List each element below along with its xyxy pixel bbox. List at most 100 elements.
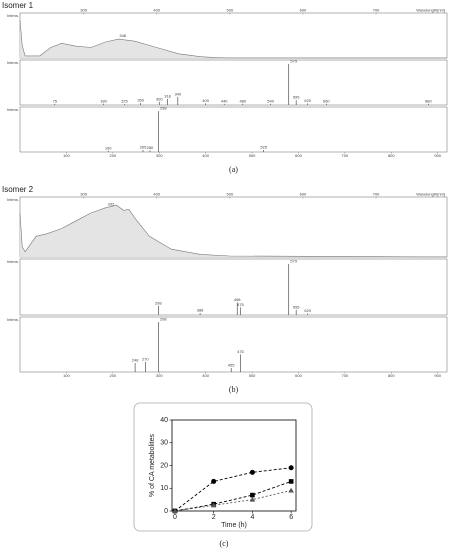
x-tick-label: 200	[109, 153, 116, 158]
x-tick-label: 600	[295, 153, 302, 158]
peak-label: 595	[293, 304, 300, 309]
peak-label: 298	[155, 300, 162, 305]
x-tick-label: 6	[289, 514, 293, 521]
caption: (a)	[229, 165, 238, 174]
x-axis-label: Wavelength[nm]	[416, 8, 445, 13]
x-tick-label: 400	[153, 192, 160, 197]
x-tick-label: 900	[434, 373, 441, 378]
x-tick-label: 800	[388, 373, 395, 378]
peak-label: 525	[260, 145, 267, 150]
peak-label: 280	[147, 145, 154, 150]
peak-label: 540	[267, 98, 274, 103]
x-tick-label: 100	[63, 153, 70, 158]
x-tick-label: 600	[295, 373, 302, 378]
x-axis-label: Time (h)	[221, 522, 247, 529]
y-axis-label: % of CA metabolites	[149, 433, 156, 497]
peak-label: 180	[100, 98, 107, 103]
plot-frame	[19, 59, 448, 106]
peak-label: 248	[132, 358, 139, 363]
caption: (b)	[229, 385, 239, 394]
peak-label: 225	[121, 99, 128, 104]
y-tick-label: 0	[164, 508, 168, 515]
marker	[288, 479, 294, 484]
x-tick-label: 400	[153, 8, 160, 13]
x-tick-label: 300	[156, 373, 163, 378]
peak-label: 455	[228, 363, 235, 368]
peak-label: 620	[304, 98, 311, 103]
panel-title: Isomer 1	[2, 1, 34, 10]
marker	[288, 465, 294, 471]
plot-frame	[19, 106, 448, 153]
x-tick-label: 200	[109, 373, 116, 378]
y-axis-label: Intens.	[7, 197, 19, 202]
peak-label: 400	[202, 98, 209, 103]
x-tick-label: 400	[202, 373, 209, 378]
peak-label: 340	[174, 91, 181, 96]
x-tick-label: 800	[388, 153, 395, 158]
marker	[211, 478, 217, 484]
peak-label: 348	[119, 33, 126, 38]
y-axis-label: Intens.	[7, 317, 19, 322]
peak-label: 298	[160, 106, 167, 111]
x-tick-label: 600	[300, 8, 307, 13]
peak-label: 388	[197, 308, 204, 313]
x-tick-label: 4	[250, 514, 254, 521]
uv-area	[20, 20, 447, 58]
uv-trace	[19, 20, 447, 59]
y-tick-label: 10	[160, 485, 168, 492]
y-axis-label: Intens.	[7, 259, 19, 264]
x-tick-label: 900	[434, 153, 441, 158]
y-tick-label: 20	[160, 462, 168, 469]
x-tick-label: 100	[63, 373, 70, 378]
plot-frame	[19, 316, 448, 373]
series-line	[174, 467, 292, 512]
x-tick-label: 500	[249, 153, 256, 158]
x-tick-label: 700	[373, 192, 380, 197]
peak-label: 318	[164, 93, 171, 98]
x-tick-label: 2	[212, 514, 216, 521]
x-tick-label: 700	[342, 153, 349, 158]
peak-label: 300	[156, 96, 163, 101]
peak-label: 579	[290, 59, 297, 64]
y-axis-label: Intens.	[7, 60, 19, 65]
x-tick-label: 0	[173, 514, 177, 521]
panel-title: Isomer 2	[2, 185, 34, 194]
peak-label: 298	[160, 317, 167, 322]
x-tick-label: 600	[300, 192, 307, 197]
uv-trace	[19, 204, 448, 258]
peak-label: 75	[53, 98, 58, 103]
x-tick-label: 500	[249, 373, 256, 378]
peak-label: 270	[142, 357, 149, 362]
x-tick-label: 500	[227, 8, 234, 13]
x-tick-label: 300	[156, 153, 163, 158]
peak-label: 620	[304, 308, 311, 313]
marker	[288, 487, 294, 493]
peak-label: 475	[237, 302, 244, 307]
peak-label: 579	[290, 259, 297, 264]
peak-label: 440	[221, 98, 228, 103]
caption: (c)	[220, 539, 229, 548]
panel-frame	[133, 402, 313, 532]
x-axis-label: Wavelength[nm]	[416, 192, 445, 197]
peak-label: 468	[234, 297, 241, 302]
marker	[249, 496, 256, 502]
peak-label: 265	[140, 145, 147, 150]
marker	[172, 508, 178, 513]
uv-area	[20, 205, 447, 257]
y-axis-label: Intens.	[7, 107, 19, 112]
x-tick-label: 300	[80, 192, 87, 197]
y-axis-label: Intens.	[7, 13, 19, 18]
peak-label: 190	[105, 145, 112, 150]
marker	[250, 492, 255, 498]
series-line	[174, 480, 292, 512]
x-tick-label: 500	[227, 192, 234, 197]
x-tick-label: 700	[373, 8, 380, 13]
x-tick-label: 400	[202, 153, 209, 158]
peak-label: 475	[237, 349, 244, 354]
peak-label: 595	[293, 95, 300, 100]
peak-label: 332	[108, 201, 115, 206]
plot-frame	[171, 419, 297, 512]
y-tick-label: 40	[160, 417, 168, 424]
peak-label: 480	[239, 98, 246, 103]
